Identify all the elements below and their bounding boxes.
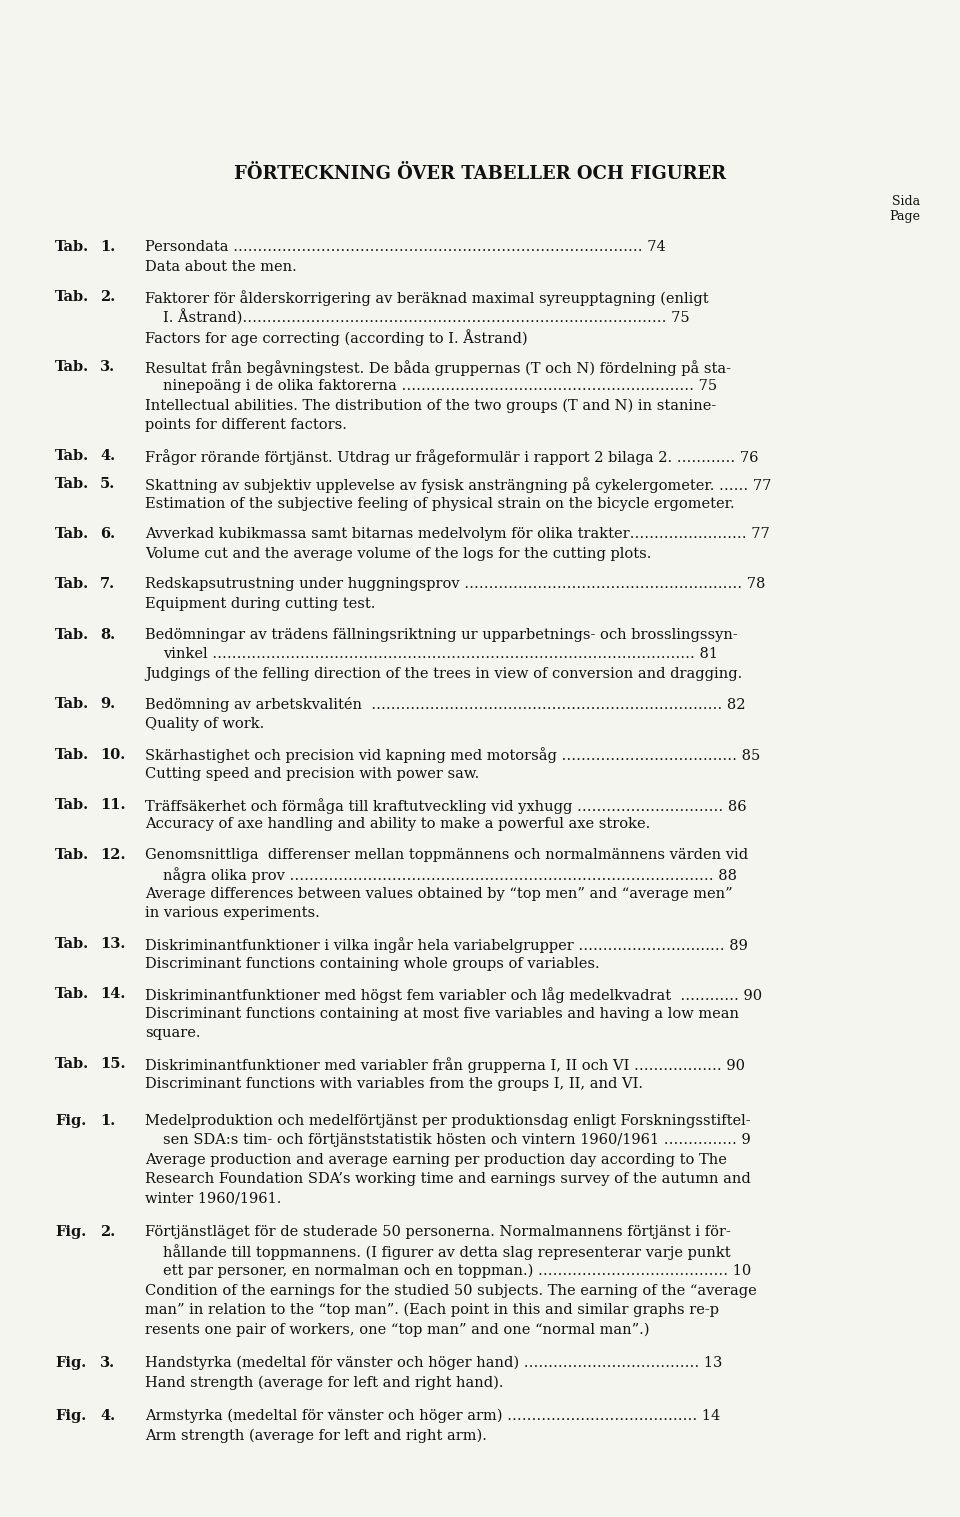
Text: 8.: 8. [100,628,115,642]
Text: 11.: 11. [100,798,126,812]
Text: Faktorer för ålderskorrigering av beräknad maximal syreupptagning (enligt: Faktorer för ålderskorrigering av beräkn… [145,290,708,306]
Text: Tab.: Tab. [55,360,89,373]
Text: Genomsnittliga  differenser mellan toppmännens och normalmännens värden vid: Genomsnittliga differenser mellan toppmä… [145,848,748,862]
Text: Tab.: Tab. [55,988,89,1001]
Text: Fig.: Fig. [55,1226,86,1239]
Text: 9.: 9. [100,698,115,711]
Text: Tab.: Tab. [55,748,89,762]
Text: Tab.: Tab. [55,1057,89,1071]
Text: Volume cut and the average volume of the logs for the cutting plots.: Volume cut and the average volume of the… [145,546,652,561]
Text: Armstyrka (medeltal för vänster och höger arm) ………………………………… 14: Armstyrka (medeltal för vänster och höge… [145,1409,720,1423]
Text: Fig.: Fig. [55,1356,86,1370]
Text: Tab.: Tab. [55,476,89,492]
Text: 4.: 4. [100,1409,115,1423]
Text: 4.: 4. [100,449,115,463]
Text: Factors for age correcting (according to I. Åstrand): Factors for age correcting (according to… [145,329,528,346]
Text: Fig.: Fig. [55,1409,86,1423]
Text: in various experiments.: in various experiments. [145,906,320,921]
Text: några olika prov …………………………………………………………………………… 88: några olika prov ……………………………………………………………… [163,868,737,883]
Text: Fig.: Fig. [55,1113,86,1127]
Text: 15.: 15. [100,1057,126,1071]
Text: 13.: 13. [100,938,126,951]
Text: Data about the men.: Data about the men. [145,259,297,273]
Text: Discriminant functions containing whole groups of variables.: Discriminant functions containing whole … [145,957,600,971]
Text: vinkel ……………………………………………………………………………………… 81: vinkel ………………………………………………………………………………………… [163,648,718,661]
Text: Judgings of the felling direction of the trees in view of conversion and draggin: Judgings of the felling direction of the… [145,666,742,681]
Text: ett par personer, en normalman och en toppman.) ………………………………… 10: ett par personer, en normalman och en to… [163,1264,752,1279]
Text: Resultat från begåvningstest. De båda gruppernas (T och N) fördelning på sta-: Resultat från begåvningstest. De båda gr… [145,360,731,376]
Text: hållande till toppmannens. (I figurer av detta slag representerar varje punkt: hållande till toppmannens. (I figurer av… [163,1244,731,1261]
Text: Skattning av subjektiv upplevelse av fysisk ansträngning på cykelergometer. …… 7: Skattning av subjektiv upplevelse av fys… [145,476,772,493]
Text: Tab.: Tab. [55,698,89,711]
Text: Tab.: Tab. [55,449,89,463]
Text: Förtjänstläget för de studerade 50 personerna. Normalmannens förtjänst i för-: Förtjänstläget för de studerade 50 perso… [145,1226,731,1239]
Text: Bedömning av arbetskvalitén  ……………………………………………………………… 82: Bedömning av arbetskvalitén ………………………………… [145,698,746,713]
Text: Medelproduktion och medelförtjänst per produktionsdag enligt Forskningsstiftel-: Medelproduktion och medelförtjänst per p… [145,1113,751,1127]
Text: 2.: 2. [100,1226,115,1239]
Text: Quality of work.: Quality of work. [145,718,264,731]
Text: Bedömningar av trädens fällningsriktning ur upparbetnings- och brosslingssyn-: Bedömningar av trädens fällningsriktning… [145,628,737,642]
Text: Page: Page [889,209,920,223]
Text: 5.: 5. [100,476,115,492]
Text: Tab.: Tab. [55,528,89,542]
Text: Accuracy of axe handling and ability to make a powerful axe stroke.: Accuracy of axe handling and ability to … [145,818,650,831]
Text: square.: square. [145,1027,201,1041]
Text: Persondata ………………………………………………………………………… 74: Persondata ………………………………………………………………………… … [145,240,665,253]
Text: 10.: 10. [100,748,125,762]
Text: Hand strength (average for left and right hand).: Hand strength (average for left and righ… [145,1376,503,1390]
Text: sen SDA:s tim- och förtjänststatistik hösten och vintern 1960/1961 …………… 9: sen SDA:s tim- och förtjänststatistik hö… [163,1133,751,1147]
Text: Tab.: Tab. [55,798,89,812]
Text: Average production and average earning per production day according to The: Average production and average earning p… [145,1153,727,1167]
Text: Sida: Sida [892,196,920,208]
Text: FÖRTECKNING ÖVER TABELLER OCH FIGURER: FÖRTECKNING ÖVER TABELLER OCH FIGURER [234,165,726,184]
Text: winter 1960/1961.: winter 1960/1961. [145,1191,281,1206]
Text: Research Foundation SDA’s working time and earnings survey of the autumn and: Research Foundation SDA’s working time a… [145,1173,751,1186]
Text: Discriminant functions containing at most five variables and having a low mean: Discriminant functions containing at mos… [145,1007,739,1021]
Text: Tab.: Tab. [55,628,89,642]
Text: 7.: 7. [100,578,115,592]
Text: I. Åstrand)…………………………………………………………………………… 75: I. Åstrand)……………………………………………………………………………… [163,309,689,326]
Text: Handstyrka (medeltal för vänster och höger hand) ……………………………… 13: Handstyrka (medeltal för vänster och hög… [145,1356,722,1370]
Text: Frågor rörande förtjänst. Utdrag ur frågeformulär i rapport 2 bilaga 2. ………… 76: Frågor rörande förtjänst. Utdrag ur fråg… [145,449,758,466]
Text: Avverkad kubikmassa samt bitarnas medelvolym för olika trakter…………………… 77: Avverkad kubikmassa samt bitarnas medelv… [145,528,770,542]
Text: Equipment during cutting test.: Equipment during cutting test. [145,596,375,611]
Text: Tab.: Tab. [55,848,89,862]
Text: 1.: 1. [100,1113,115,1127]
Text: Diskriminantfunktioner i vilka ingår hela variabelgrupper ………………………… 89: Diskriminantfunktioner i vilka ingår hel… [145,938,748,953]
Text: Condition of the earnings for the studied 50 subjects. The earning of the “avera: Condition of the earnings for the studie… [145,1283,756,1297]
Text: Diskriminantfunktioner med högst fem variabler och låg medelkvadrat  ………… 90: Diskriminantfunktioner med högst fem var… [145,988,762,1003]
Text: Tab.: Tab. [55,290,89,305]
Text: 3.: 3. [100,1356,115,1370]
Text: 14.: 14. [100,988,126,1001]
Text: 6.: 6. [100,528,115,542]
Text: Arm strength (average for left and right arm).: Arm strength (average for left and right… [145,1429,487,1443]
Text: Discriminant functions with variables from the groups I, II, and VI.: Discriminant functions with variables fr… [145,1077,643,1091]
Text: Average differences between values obtained by “top men” and “average men”: Average differences between values obtai… [145,887,732,901]
Text: Träffsäkerhet och förmåga till kraftutveckling vid yxhugg ………………………… 86: Träffsäkerhet och förmåga till kraftutve… [145,798,747,813]
Text: Intellectual abilities. The distribution of the two groups (T and N) in stanine-: Intellectual abilities. The distribution… [145,399,716,413]
Text: Redskapsutrustning under huggningsprov ………………………………………………… 78: Redskapsutrustning under huggningsprov …… [145,578,765,592]
Text: Tab.: Tab. [55,240,89,253]
Text: Skärhastighet och precision vid kapning med motorsåg ……………………………… 85: Skärhastighet och precision vid kapning … [145,748,760,763]
Text: ninepoäng i de olika faktorerna …………………………………………………… 75: ninepoäng i de olika faktorerna ……………………… [163,379,717,393]
Text: Cutting speed and precision with power saw.: Cutting speed and precision with power s… [145,768,479,781]
Text: resents one pair of workers, one “top man” and one “normal man”.): resents one pair of workers, one “top ma… [145,1323,650,1336]
Text: points for different factors.: points for different factors. [145,419,347,432]
Text: Tab.: Tab. [55,578,89,592]
Text: Diskriminantfunktioner med variabler från grupperna I, II och VI ……………… 90: Diskriminantfunktioner med variabler frå… [145,1057,745,1073]
Text: 3.: 3. [100,360,115,373]
Text: Estimation of the subjective feeling of physical strain on the bicycle ergometer: Estimation of the subjective feeling of … [145,496,734,511]
Text: man” in relation to the “top man”. (Each point in this and similar graphs re-p: man” in relation to the “top man”. (Each… [145,1303,719,1317]
Text: 2.: 2. [100,290,115,305]
Text: 1.: 1. [100,240,115,253]
Text: 12.: 12. [100,848,126,862]
Text: Tab.: Tab. [55,938,89,951]
